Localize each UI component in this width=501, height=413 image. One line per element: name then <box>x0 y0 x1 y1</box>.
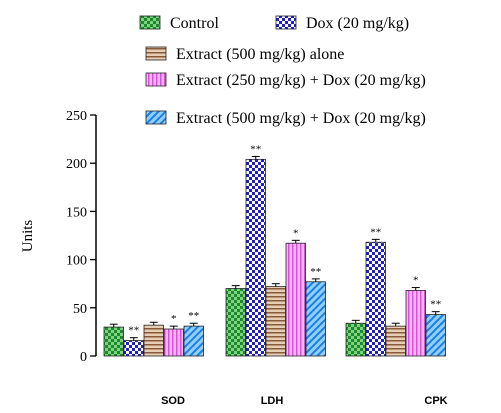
bar <box>103 326 124 357</box>
x-category-label: SOD <box>161 395 185 407</box>
bar <box>245 158 266 357</box>
bar <box>305 281 326 357</box>
bar <box>143 324 164 357</box>
y-tick-label: 150 <box>66 205 87 220</box>
legend-swatch <box>145 46 167 61</box>
y-tick-label: 50 <box>73 302 87 317</box>
y-axis-label: Units <box>20 220 36 253</box>
legend-label: Control <box>170 15 219 32</box>
significance-mark: ** <box>430 299 441 311</box>
bar <box>183 325 204 357</box>
bar <box>425 314 446 357</box>
bar <box>163 328 184 357</box>
bar <box>345 322 366 357</box>
bar <box>123 340 144 357</box>
significance-mark: * <box>293 227 299 239</box>
x-category-label: LDH <box>261 395 284 407</box>
y-tick-label: 250 <box>66 109 87 124</box>
significance-mark: ** <box>310 266 321 278</box>
legend-swatch <box>275 15 297 30</box>
legend-swatch <box>145 110 167 125</box>
legend-swatch <box>145 72 167 87</box>
legend-label: Extract (250 mg/kg) + Dox (20 mg/kg) <box>176 72 426 89</box>
legend: Control Dox (20 mg/kg) Extract (500 mg/kg)… <box>139 15 426 127</box>
significance-mark: ** <box>128 325 139 337</box>
bars <box>103 155 446 357</box>
bar <box>405 290 426 357</box>
legend-label: Dox (20 mg/kg) <box>306 15 409 32</box>
legend-label: Extract (500 mg/kg) alone <box>176 46 344 63</box>
x-category-label: CPK <box>424 395 447 407</box>
labels: *** **SOD*****LDH*****CPK <box>128 143 447 407</box>
significance-mark: ** <box>188 310 199 322</box>
bar <box>365 241 386 357</box>
y-tick-label: 200 <box>66 157 87 172</box>
bar <box>285 242 306 357</box>
y-tick-label: 100 <box>66 254 87 269</box>
significance-mark: * <box>171 313 177 325</box>
bar <box>385 325 406 357</box>
significance-mark: * <box>413 275 419 287</box>
significance-mark: ** <box>250 143 261 155</box>
legend-swatch <box>139 15 161 30</box>
significance-mark: ** <box>370 226 381 238</box>
bar <box>265 286 286 357</box>
legend-label: Extract (500 mg/kg) + Dox (20 mg/kg) <box>176 110 426 127</box>
bar <box>225 288 246 357</box>
y-tick-label: 0 <box>80 350 87 365</box>
axes: 0 50 100 150 200 250 Units <box>20 109 97 365</box>
